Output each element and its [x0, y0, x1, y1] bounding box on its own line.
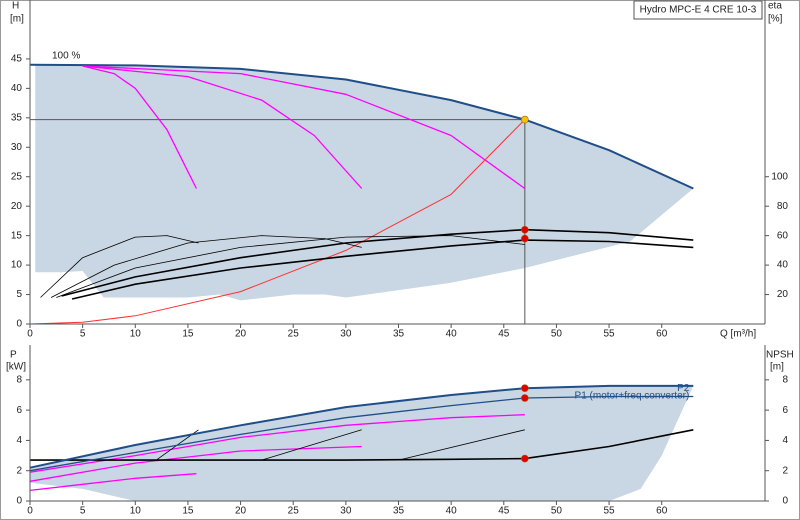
y2-tick-label: 100: [771, 171, 788, 182]
y-tick-label: 10: [11, 260, 23, 271]
y2-tick-label: 40: [777, 260, 789, 271]
series-line: [398, 429, 525, 461]
y-label: H: [12, 1, 19, 12]
series-line: [82, 65, 526, 190]
x-tick-label: 35: [393, 329, 405, 340]
y2-tick-label: 8: [782, 374, 788, 385]
series-line: [29, 473, 197, 492]
y2-tick-label: 2: [782, 465, 788, 476]
series-line: [29, 445, 362, 482]
series-line: [40, 235, 199, 298]
operating-point: [521, 225, 529, 234]
x-tick-label: 50: [551, 506, 563, 517]
x-tick-label: 35: [393, 506, 405, 517]
y-tick-label: 15: [11, 230, 23, 241]
x-tick-label: 55: [604, 506, 616, 517]
x-tick-label: 20: [235, 329, 247, 340]
y-tick-label: 45: [11, 54, 23, 65]
y-tick-label: 2: [16, 465, 22, 476]
series-line: [29, 384, 694, 469]
x-tick-label: 40: [446, 329, 458, 340]
x-tick-label: 30: [340, 329, 352, 340]
y-tick-label: 5: [16, 289, 22, 300]
x-tick-label: 5: [80, 506, 86, 517]
series-line: [56, 235, 525, 298]
x-tick-label: 20: [235, 506, 247, 517]
x-tick-label: 45: [498, 506, 510, 517]
series-line: [71, 239, 694, 300]
y2-tick-label: 20: [777, 289, 789, 300]
operating-point: [521, 394, 529, 402]
x-label: Q [m³/h]: [720, 329, 756, 340]
series-label: P2: [677, 383, 690, 394]
series-line: [82, 65, 197, 189]
x-tick-label: 25: [288, 329, 300, 340]
series-line: [30, 429, 694, 461]
x-tick-label: 45: [498, 329, 510, 340]
series-line: [29, 63, 694, 190]
y-label: P: [10, 350, 17, 361]
y2-tick-label: 6: [782, 405, 788, 416]
x-tick-label: 15: [182, 506, 194, 517]
y2-tick-label: 4: [782, 435, 788, 446]
x-tick-label: 0: [27, 329, 33, 340]
y-unit: [kW]: [6, 362, 26, 373]
x-tick-label: 25: [288, 506, 300, 517]
operating-point: [521, 384, 529, 392]
title-box: [633, 0, 763, 20]
y2-label: eta: [768, 1, 782, 12]
y2-tick-label: 60: [777, 230, 789, 241]
operating-point: [521, 454, 529, 463]
x-tick-label: 30: [340, 506, 352, 517]
y2-unit: [%]: [768, 14, 783, 25]
series-line: [261, 429, 362, 461]
chart-title: Hydro MPC-E 4 CRE 10-3: [640, 5, 757, 16]
series-line: [82, 65, 363, 189]
x-tick-label: 40: [446, 506, 458, 517]
series-line: [29, 395, 694, 472]
y-tick-label: 30: [11, 142, 23, 153]
y2-tick-label: 80: [777, 201, 789, 212]
x-tick-label: 0: [27, 506, 33, 517]
x-tick-label: 60: [656, 329, 668, 340]
x-tick-label: 15: [182, 329, 194, 340]
shaded-area: [30, 385, 694, 501]
y-tick-label: 40: [11, 83, 23, 94]
x-tick-label: 55: [604, 329, 616, 340]
y-tick-label: 0: [16, 496, 22, 507]
y-tick-label: 25: [11, 171, 23, 182]
y2-unit: [m]: [770, 362, 784, 373]
operating-point: [521, 115, 529, 124]
series-line: [29, 414, 525, 473]
y-tick-label: 6: [16, 405, 22, 416]
y-tick-label: 20: [11, 201, 23, 212]
series-line: [61, 228, 694, 297]
y-tick-label: 35: [11, 112, 23, 123]
x-tick-label: 10: [130, 506, 142, 517]
shaded-area: [35, 64, 694, 301]
plots: 0 5 10 15 20 25 30 35 40 45 50 55 600510152025303540…: [11, 0, 789, 517]
annotation: 100 %: [52, 51, 80, 62]
y2-tick-label: 0: [782, 496, 788, 507]
y-tick-label: 4: [16, 435, 22, 446]
x-tick-label: 50: [551, 329, 563, 340]
series-line: [29, 119, 526, 325]
y-tick-label: 8: [16, 374, 22, 385]
x-tick-label: 60: [656, 506, 668, 517]
operating-point: [521, 234, 529, 243]
y-tick-label: 0: [16, 319, 22, 330]
x-tick-label: 5: [80, 329, 86, 340]
y2-label: NPSH: [766, 350, 794, 361]
x-tick-label: 10: [130, 329, 142, 340]
series-line: [50, 235, 362, 298]
y-unit: [m]: [10, 14, 24, 25]
